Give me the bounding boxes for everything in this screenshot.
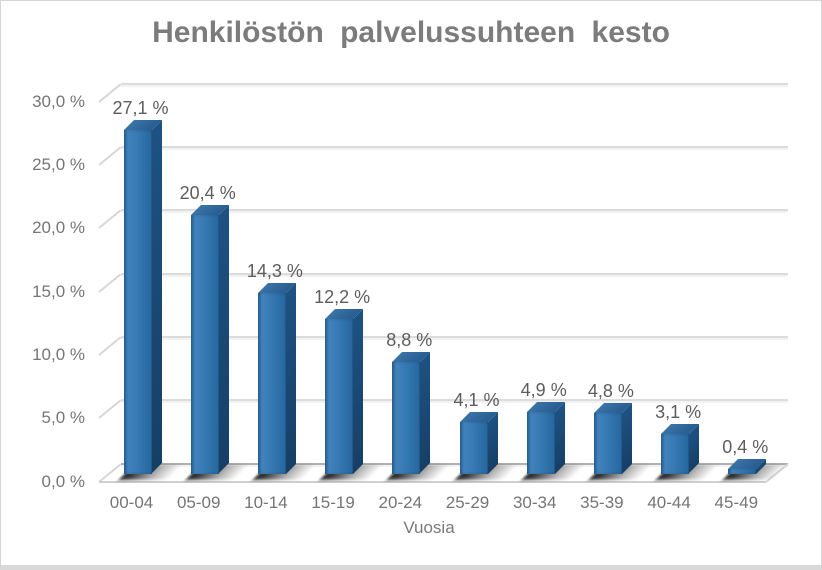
category-label: 40-44 <box>647 493 691 512</box>
bar-front-face <box>123 130 152 474</box>
bar-side-face <box>151 120 162 474</box>
bar-data-label: 3,1 % <box>655 402 702 423</box>
gridline <box>121 336 788 339</box>
category-label: 25-29 <box>445 493 490 512</box>
category-label: 00-04 <box>109 493 154 512</box>
axis-depth-tick <box>98 146 122 166</box>
bar-data-label: 14,3 % <box>246 260 303 281</box>
gridline <box>121 272 788 275</box>
bar-front-face <box>190 215 219 474</box>
gridline <box>121 146 788 149</box>
axis-depth-tick <box>98 209 122 230</box>
zero-gridline <box>121 462 788 465</box>
bar-data-label: 4,1 % <box>453 389 500 410</box>
category-label: 05-09 <box>176 493 221 512</box>
bar-front-face <box>325 319 354 474</box>
gridline <box>121 82 788 85</box>
gridline <box>121 399 788 402</box>
bar-data-label: 20,4 % <box>179 183 236 204</box>
bar-front-face <box>593 412 622 474</box>
y-tick-label: 25,0 % <box>32 155 85 175</box>
bar-side-face <box>218 205 229 474</box>
category-label: 45-49 <box>714 493 759 512</box>
category-label: 30-34 <box>512 493 557 512</box>
bar-front-face <box>459 421 488 474</box>
category-label: 10-14 <box>244 493 288 512</box>
bar-front-face <box>392 362 421 474</box>
y-tick-label: 20,0 % <box>32 218 85 238</box>
y-tick-label: 0,0 % <box>41 471 85 491</box>
bar-data-label: 4,9 % <box>520 379 567 400</box>
gridline <box>121 209 788 212</box>
bar-side-face <box>285 282 296 474</box>
bar-side-face <box>554 401 565 474</box>
floor-front-edge <box>99 480 766 483</box>
y-tick-label: 15,0 % <box>32 281 85 301</box>
bar-front-face <box>728 468 757 474</box>
category-label: 20-24 <box>378 493 423 512</box>
x-axis-title: Vuosia <box>403 518 455 537</box>
bar-side-face <box>420 352 431 474</box>
bar-front-face <box>526 411 555 474</box>
bar-front-face <box>661 434 690 474</box>
bar-data-label: 8,8 % <box>386 330 433 351</box>
bar-side-face <box>487 411 498 474</box>
y-tick-label: 10,0 % <box>32 345 85 365</box>
bar-data-label: 4,8 % <box>587 380 634 401</box>
y-tick-label: 5,0 % <box>41 408 85 428</box>
category-label: 35-39 <box>580 493 624 512</box>
chart-title: Henkilöstön palvelussuhteen kesto <box>152 16 670 49</box>
bar-front-face <box>257 292 286 474</box>
bar-data-label: 12,2 % <box>314 287 371 308</box>
axis-depth-tick <box>98 272 122 293</box>
category-label: 15-19 <box>311 493 355 512</box>
axis-depth-tick <box>98 336 122 356</box>
axis-depth-tick <box>98 399 122 420</box>
y-tick-label: 30,0 % <box>32 91 85 111</box>
bar-data-label: 27,1 % <box>112 98 169 119</box>
bar-data-label: 0,4 % <box>722 436 769 457</box>
